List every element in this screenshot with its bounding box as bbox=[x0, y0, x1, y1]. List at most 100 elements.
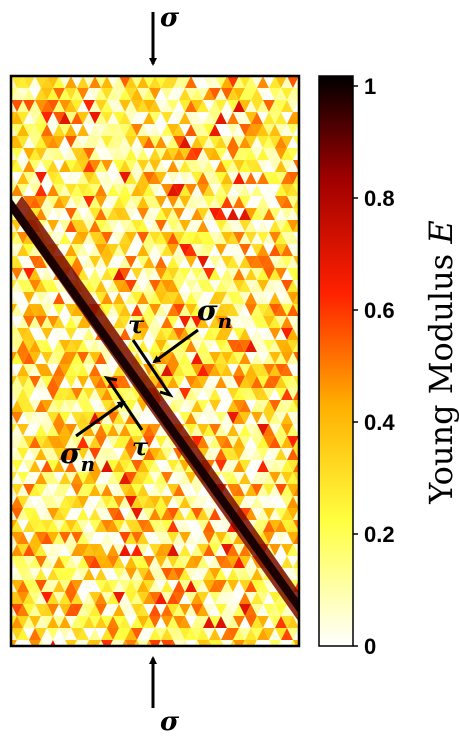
mesh-element bbox=[227, 112, 239, 124]
mesh-element bbox=[47, 112, 59, 124]
mesh-element bbox=[179, 412, 191, 424]
mesh-element bbox=[119, 160, 131, 172]
mesh-element bbox=[23, 88, 35, 100]
mesh-element bbox=[143, 316, 155, 328]
mesh-element bbox=[167, 352, 179, 364]
mesh-element bbox=[59, 592, 71, 604]
mesh-element bbox=[77, 592, 89, 604]
mesh-element bbox=[299, 124, 311, 136]
mesh-element bbox=[179, 124, 191, 136]
mesh-element bbox=[215, 280, 227, 292]
mesh-element bbox=[89, 604, 101, 616]
mesh-element bbox=[215, 172, 227, 184]
mesh-element bbox=[275, 652, 287, 664]
mesh-element bbox=[209, 304, 221, 316]
mesh-element bbox=[233, 220, 245, 232]
mesh-element bbox=[155, 184, 167, 196]
mesh-element bbox=[119, 460, 131, 472]
mesh-element bbox=[251, 376, 263, 388]
mesh-element bbox=[23, 112, 35, 124]
mesh-element bbox=[59, 604, 71, 616]
mesh-element bbox=[305, 196, 317, 208]
mesh-element bbox=[11, 388, 23, 400]
mesh-element bbox=[107, 628, 119, 640]
mesh-element bbox=[35, 184, 47, 196]
mesh-element bbox=[305, 520, 317, 532]
mesh-element bbox=[269, 592, 281, 604]
mesh-element bbox=[35, 568, 47, 580]
mesh-element bbox=[59, 304, 71, 316]
mesh-element bbox=[257, 448, 269, 460]
mesh-element bbox=[95, 280, 107, 292]
mesh-element bbox=[143, 424, 155, 436]
mesh-element bbox=[125, 148, 137, 160]
mesh-element bbox=[149, 532, 161, 544]
mesh-element bbox=[29, 124, 41, 136]
mesh-element bbox=[269, 508, 281, 520]
mesh-element bbox=[167, 604, 179, 616]
mesh-element bbox=[227, 364, 239, 376]
mesh-element bbox=[179, 184, 191, 196]
mesh-element bbox=[107, 148, 119, 160]
mesh-element bbox=[11, 244, 23, 256]
mesh-element bbox=[35, 280, 47, 292]
mesh-element bbox=[197, 568, 209, 580]
mesh-element bbox=[119, 376, 131, 388]
mesh-element bbox=[77, 472, 89, 484]
mesh-element bbox=[227, 628, 239, 640]
mesh-element bbox=[221, 268, 233, 280]
mesh-element bbox=[47, 124, 59, 136]
mesh-element bbox=[137, 292, 149, 304]
mesh-element bbox=[167, 196, 179, 208]
mesh-element bbox=[17, 112, 29, 124]
mesh-element bbox=[293, 196, 299, 208]
mesh-element bbox=[155, 448, 167, 460]
mesh-element bbox=[47, 388, 59, 400]
mesh-element bbox=[227, 568, 239, 580]
mesh-element bbox=[281, 496, 293, 508]
mesh-element bbox=[245, 364, 257, 376]
mesh-element bbox=[137, 532, 149, 544]
mesh-element bbox=[17, 316, 29, 328]
mesh-element bbox=[209, 136, 221, 148]
mesh-element bbox=[89, 268, 101, 280]
mesh-element bbox=[173, 124, 185, 136]
mesh-element bbox=[185, 76, 197, 88]
mesh-element bbox=[125, 604, 137, 616]
mesh-element bbox=[53, 472, 65, 484]
mesh-element bbox=[257, 628, 269, 640]
mesh-element bbox=[41, 172, 53, 184]
mesh-element bbox=[185, 424, 197, 436]
mesh-element bbox=[11, 592, 23, 604]
tau-lower-label: τ bbox=[132, 432, 149, 461]
mesh-element bbox=[149, 148, 161, 160]
mesh-element bbox=[209, 292, 221, 304]
mesh-element bbox=[299, 196, 311, 208]
mesh-element bbox=[23, 196, 35, 208]
mesh-element bbox=[125, 112, 137, 124]
mesh-element bbox=[137, 172, 149, 184]
mesh-element bbox=[11, 424, 23, 436]
mesh-element bbox=[29, 316, 41, 328]
mesh-element bbox=[23, 532, 35, 544]
mesh-element bbox=[167, 148, 179, 160]
mesh-element bbox=[305, 136, 317, 148]
mesh-element bbox=[245, 136, 257, 148]
mesh-element bbox=[89, 652, 101, 664]
mesh-element bbox=[47, 148, 59, 160]
mesh-element bbox=[227, 340, 239, 352]
mesh-element bbox=[131, 544, 143, 556]
mesh-element bbox=[305, 592, 317, 604]
mesh-element bbox=[257, 220, 269, 232]
mesh-element bbox=[35, 112, 47, 124]
mesh-element bbox=[167, 652, 179, 664]
mesh-element bbox=[137, 100, 149, 112]
mesh-element bbox=[119, 520, 131, 532]
mesh-element bbox=[161, 232, 173, 244]
mesh-element bbox=[71, 556, 83, 568]
mesh-element bbox=[197, 640, 209, 646]
mesh-element bbox=[137, 436, 149, 448]
mesh-element bbox=[77, 496, 89, 508]
mesh-element bbox=[83, 256, 95, 268]
mesh-element bbox=[137, 592, 149, 604]
